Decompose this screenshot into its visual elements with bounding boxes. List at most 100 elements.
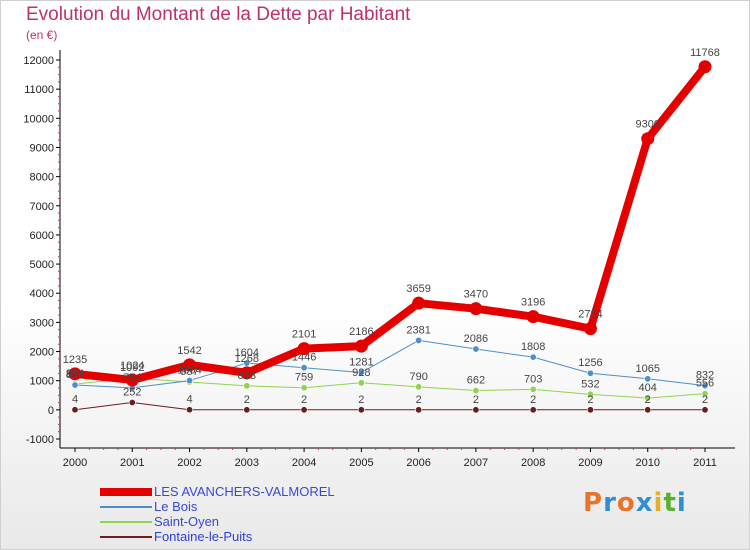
data-point bbox=[71, 381, 79, 389]
y-tick-label: 9000 bbox=[30, 142, 54, 154]
data-point bbox=[644, 394, 652, 402]
data-label: 2086 bbox=[464, 333, 488, 345]
data-point bbox=[357, 369, 365, 377]
data-label: 1024 bbox=[120, 360, 144, 372]
data-label: 957 bbox=[180, 366, 198, 378]
data-point bbox=[583, 322, 597, 336]
y-tick-label: 6000 bbox=[30, 230, 54, 242]
data-label: 2 bbox=[244, 394, 250, 406]
data-label: 928 bbox=[352, 367, 370, 379]
data-label: 2 bbox=[702, 394, 708, 406]
data-point bbox=[644, 406, 652, 414]
series-line bbox=[71, 62, 709, 384]
data-point bbox=[698, 60, 712, 74]
axes: -1000 0 1000 2000 3000 4000 5000 6000 7000 8000 90… bbox=[23, 50, 735, 469]
data-label: 9300 bbox=[635, 119, 659, 131]
x-tick-label: 2010 bbox=[635, 457, 659, 469]
data-point bbox=[469, 302, 483, 316]
proxiti-logo: Proxiti bbox=[583, 488, 687, 518]
series-line bbox=[74, 377, 706, 399]
data-label: 3659 bbox=[406, 283, 430, 295]
y-tick-label: 0 bbox=[48, 405, 54, 417]
data-point bbox=[701, 406, 709, 414]
data-point bbox=[472, 406, 480, 414]
data-point bbox=[701, 390, 709, 398]
legend-label: Fontaine-le-Puits bbox=[154, 529, 253, 544]
data-point bbox=[300, 364, 308, 372]
data-point bbox=[125, 373, 139, 387]
page-title: Evolution du Montant de la Dette par Hab… bbox=[26, 4, 411, 25]
data-label: 2 bbox=[530, 394, 536, 406]
data-label: 1235 bbox=[63, 354, 87, 366]
data-point bbox=[472, 345, 480, 353]
unit-label: (en €) bbox=[26, 28, 58, 42]
data-point bbox=[68, 367, 82, 381]
data-point bbox=[644, 375, 652, 383]
data-point bbox=[412, 296, 426, 310]
data-point bbox=[186, 377, 194, 385]
data-label: 754 bbox=[123, 372, 141, 384]
data-label: 1065 bbox=[635, 363, 659, 375]
data-point bbox=[243, 382, 251, 390]
data-label: 3470 bbox=[464, 289, 488, 301]
y-tick-label: 10000 bbox=[23, 113, 54, 125]
y-tick-label: -1000 bbox=[26, 434, 54, 446]
data-label: 790 bbox=[409, 371, 427, 383]
y-tick-label: 4000 bbox=[30, 288, 54, 300]
data-point bbox=[357, 406, 365, 414]
x-tick-label: 2003 bbox=[235, 457, 259, 469]
data-point bbox=[300, 384, 308, 392]
data-label: 2 bbox=[301, 394, 307, 406]
logo-letter: i bbox=[653, 488, 664, 518]
y-tick-label: 7000 bbox=[30, 201, 54, 213]
data-point bbox=[415, 336, 423, 344]
legend-swatch bbox=[100, 505, 152, 508]
logo-letter: t bbox=[663, 488, 677, 518]
legend-label: LES AVANCHERS-VALMOREL bbox=[154, 484, 335, 499]
data-point bbox=[415, 383, 423, 391]
data-label: 2 bbox=[358, 394, 364, 406]
x-tick-label: 2006 bbox=[406, 457, 430, 469]
data-label: 252 bbox=[123, 386, 141, 398]
data-label: 1004 bbox=[177, 365, 201, 377]
data-labels: 1235 1024 1542 1268 2101 2186 3659 3470 3196 2784… bbox=[63, 47, 720, 406]
data-point bbox=[526, 310, 540, 324]
data-point bbox=[529, 406, 537, 414]
data-label: 2101 bbox=[292, 329, 316, 341]
y-tick-label: 3000 bbox=[30, 317, 54, 329]
data-label: 823 bbox=[238, 370, 256, 382]
data-label: 2784 bbox=[578, 309, 602, 321]
data-point bbox=[300, 406, 308, 414]
data-label: 556 bbox=[696, 378, 714, 390]
data-point bbox=[586, 390, 594, 398]
data-point bbox=[357, 379, 365, 387]
legend-label: Le Bois bbox=[154, 499, 198, 514]
data-label: 2 bbox=[416, 394, 422, 406]
data-label: 2186 bbox=[349, 326, 373, 338]
data-point bbox=[183, 358, 197, 372]
data-label: 1446 bbox=[292, 352, 316, 364]
data-point bbox=[243, 359, 251, 367]
data-label: 2 bbox=[645, 394, 651, 406]
legend-swatch bbox=[100, 535, 152, 538]
data-label: 832 bbox=[696, 370, 714, 382]
data-point bbox=[243, 406, 251, 414]
data-label: 4 bbox=[186, 394, 192, 406]
data-point bbox=[354, 339, 368, 353]
data-point bbox=[240, 366, 254, 380]
data-label: 2 bbox=[473, 394, 479, 406]
data-label: 1268 bbox=[235, 353, 259, 365]
data-point bbox=[472, 387, 480, 395]
data-point bbox=[586, 369, 594, 377]
data-label: 3196 bbox=[521, 297, 545, 309]
y-tick-label: 5000 bbox=[30, 259, 54, 271]
x-tick-label: 2004 bbox=[292, 457, 316, 469]
x-tick-label: 2007 bbox=[464, 457, 488, 469]
x-tick-label: 2011 bbox=[693, 457, 717, 469]
x-tick-label: 2005 bbox=[349, 457, 373, 469]
series-lines bbox=[68, 60, 712, 414]
x-tick-label: 2000 bbox=[63, 457, 87, 469]
data-label: 1808 bbox=[521, 341, 545, 353]
y-tick-label: 11000 bbox=[24, 84, 54, 96]
